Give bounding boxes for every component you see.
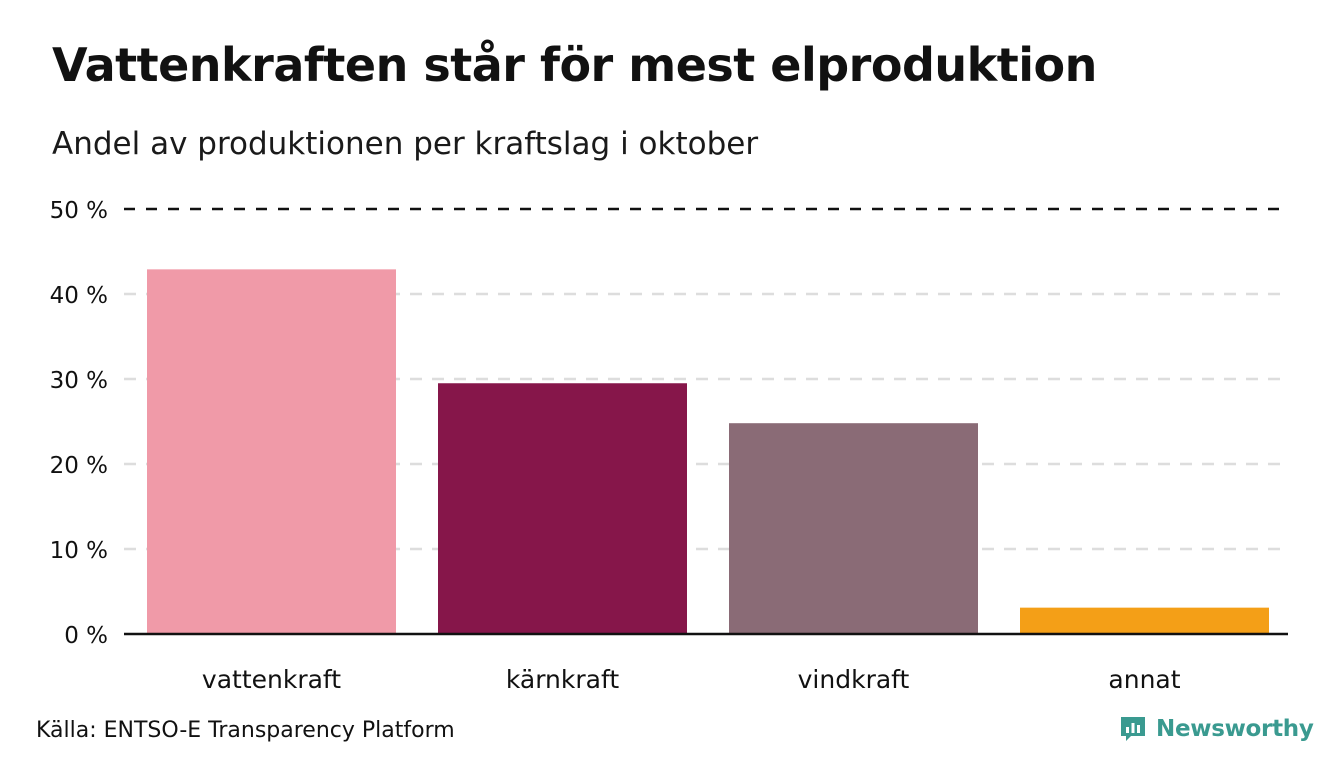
x-tick-label: vindkraft <box>798 665 910 694</box>
y-tick-label: 40 % <box>50 283 108 309</box>
y-tick-label: 0 % <box>64 623 108 649</box>
y-tick-label: 20 % <box>50 453 108 479</box>
brand-name: Newsworthy <box>1156 716 1314 742</box>
bar <box>1020 607 1269 634</box>
bar-chart: 0 % 10 % 20 % 30 % 40 % 50 % vattenkraft kärnk… <box>50 198 1288 694</box>
y-tick-label: 50 % <box>50 198 108 224</box>
newsworthy-logo-icon <box>1121 717 1145 741</box>
x-axis-ticks: vattenkraft kärnkraft vindkraft annat <box>202 665 1181 694</box>
x-tick-label: vattenkraft <box>202 665 341 694</box>
bars <box>147 269 1269 634</box>
gridlines <box>124 207 1288 551</box>
bar <box>147 269 396 634</box>
bar <box>729 423 978 634</box>
y-tick-label: 10 % <box>50 538 108 564</box>
y-axis-ticks: 0 % 10 % 20 % 30 % 40 % 50 % <box>50 198 108 649</box>
y-tick-label: 30 % <box>50 368 108 394</box>
chart-title: Vattenkraften står för mest elproduktion <box>52 38 1097 92</box>
x-tick-label: kärnkraft <box>506 665 619 694</box>
chart-subtitle: Andel av produktionen per kraftslag i ok… <box>52 126 759 162</box>
x-tick-label: annat <box>1108 665 1180 694</box>
bar <box>438 383 687 634</box>
brand: Newsworthy <box>1118 714 1314 744</box>
source-note: Källa: ENTSO-E Transparency Platform <box>36 718 455 743</box>
